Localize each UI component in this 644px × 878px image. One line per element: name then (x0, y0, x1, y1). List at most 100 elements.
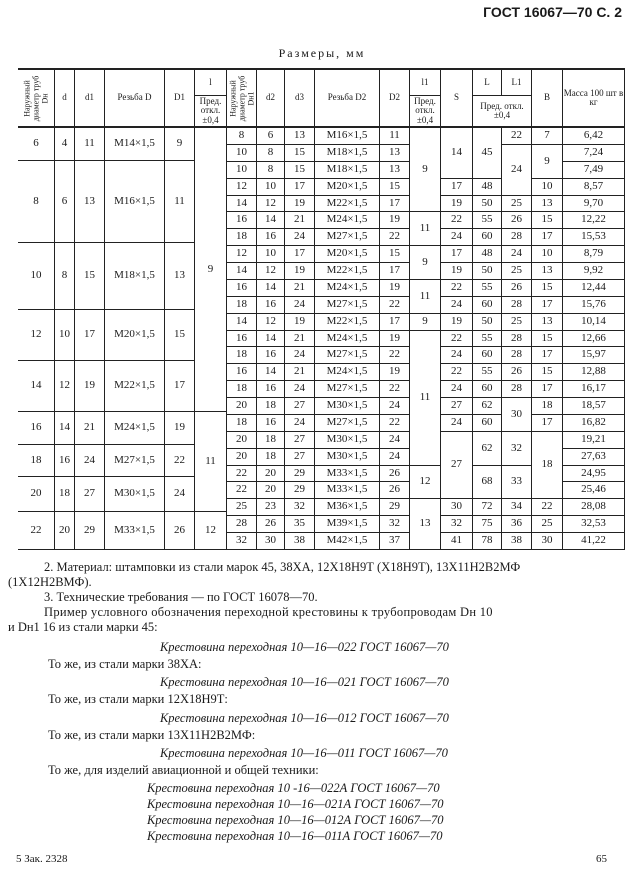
cell-L: 55 (473, 280, 502, 297)
cell-d3: 29 (285, 482, 315, 499)
header-thread_d: Резьба D (105, 70, 165, 127)
cell-d2: 6 (257, 128, 285, 145)
cell-d: 16 (55, 445, 75, 477)
cell-D2: 13 (380, 145, 410, 162)
cell-d3: 24 (285, 229, 315, 246)
cell-d2: 14 (257, 364, 285, 381)
cell-D2: 15 (380, 179, 410, 196)
cell-B: 13 (532, 314, 563, 331)
cell-d3: 19 (285, 196, 315, 212)
cell-mass: 24,95 (563, 466, 625, 482)
cell-dn1: 8 (227, 128, 257, 145)
cell-D1: 17 (165, 361, 195, 412)
note-same-13: То же, из стали марки 13Х11Н2В2МФ: (48, 728, 256, 742)
cell-B: 17 (532, 347, 563, 364)
cell-d3: 27 (285, 449, 315, 466)
cell-thread-d2: М20×1,5 (315, 179, 380, 196)
cell-B: 10 (532, 246, 563, 263)
cell-D2: 24 (380, 432, 410, 449)
cell-d2: 16 (257, 229, 285, 246)
cell-l: 9 (195, 128, 227, 412)
cell-mass: 9,70 (563, 196, 625, 212)
cell-L1: 38 (502, 533, 532, 550)
cell-L: 60 (473, 297, 502, 314)
cell-d2: 12 (257, 196, 285, 212)
cell-thread-d2: М33×1,5 (315, 466, 380, 482)
cell-dn: 18 (18, 445, 55, 477)
designation-45: Крестовина переходная 10—16—022 ГОСТ 160… (160, 640, 449, 654)
cell-S: 22 (441, 212, 473, 229)
cell-thread-d2: М42×1,5 (315, 533, 380, 550)
cell-D2: 24 (380, 398, 410, 415)
cell-d1: 21 (75, 412, 105, 445)
cell-S: 24 (441, 415, 473, 432)
cell-dn1: 25 (227, 499, 257, 516)
cell-d1: 11 (75, 128, 105, 161)
cell-thread-d2: М22×1,5 (315, 263, 380, 280)
cell-d3: 17 (285, 179, 315, 196)
cell-L1: 25 (502, 196, 532, 212)
cell-B: 30 (532, 533, 563, 550)
cell-d1: 24 (75, 445, 105, 477)
cell-d3: 38 (285, 533, 315, 550)
cell-d2: 14 (257, 280, 285, 297)
cell-S: 32 (441, 516, 473, 533)
cell-d: 20 (55, 512, 75, 550)
cell-thread-d2: М27×1,5 (315, 415, 380, 432)
cell-d2: 16 (257, 415, 285, 432)
cell-d3: 35 (285, 516, 315, 533)
cell-B: 18 (532, 432, 563, 499)
cell-d3: 17 (285, 246, 315, 263)
cell-d: 4 (55, 128, 75, 161)
header-d3: d3 (285, 70, 315, 127)
cell-B: 13 (532, 196, 563, 212)
cell-mass: 10,14 (563, 314, 625, 331)
cell-d: 8 (55, 243, 75, 310)
cell-dn: 12 (18, 310, 55, 361)
cell-thread-d: М33×1,5 (105, 512, 165, 550)
cell-thread-d2: М27×1,5 (315, 229, 380, 246)
cell-dn1: 20 (227, 449, 257, 466)
cell-thread-d2: М36×1,5 (315, 499, 380, 516)
cell-L: 60 (473, 347, 502, 364)
cell-D1: 22 (165, 445, 195, 477)
header-l1-tolerance: Пред. откл. ±0,4 (410, 96, 441, 127)
cell-L1: 33 (502, 466, 532, 499)
cell-d3: 21 (285, 280, 315, 297)
header-mass: Масса 100 шт в кг (563, 70, 625, 127)
cell-D2: 32 (380, 516, 410, 533)
cell-L1: 36 (502, 516, 532, 533)
designation-avia: Крестовина переходная 10—16—021А ГОСТ 16… (147, 797, 444, 811)
cell-S: 24 (441, 229, 473, 246)
cell-d2: 12 (257, 263, 285, 280)
cell-D2: 17 (380, 314, 410, 331)
cell-thread-d: М20×1,5 (105, 310, 165, 361)
header-d1: d1 (75, 70, 105, 127)
cell-dn1: 22 (227, 466, 257, 482)
cell-D1: 26 (165, 512, 195, 550)
cell-mass: 25,46 (563, 482, 625, 499)
cell-d2: 18 (257, 432, 285, 449)
cell-thread-d2: М33×1,5 (315, 482, 380, 499)
cell-D1: 9 (165, 128, 195, 161)
cell-d2: 10 (257, 179, 285, 196)
cell-mass: 9,92 (563, 263, 625, 280)
cell-d2: 20 (257, 466, 285, 482)
cell-L: 48 (473, 179, 502, 196)
cell-dn: 8 (18, 161, 55, 243)
cell-L: 50 (473, 314, 502, 331)
note-same-12: То же, из стали марки 12Х18Н9Т: (48, 692, 228, 706)
cell-B: 17 (532, 381, 563, 398)
cell-L1: 32 (502, 432, 532, 466)
cell-d3: 32 (285, 499, 315, 516)
cell-d3: 21 (285, 331, 315, 347)
cell-D2: 22 (380, 229, 410, 246)
cell-thread-d2: М24×1,5 (315, 364, 380, 381)
cell-d2: 23 (257, 499, 285, 516)
note-same-avia: То же, для изделий авиационной и общей т… (48, 763, 319, 777)
cell-L: 60 (473, 229, 502, 246)
cell-dn1: 20 (227, 432, 257, 449)
cell-L1: 24 (502, 246, 532, 263)
cell-d2: 18 (257, 398, 285, 415)
cell-d3: 24 (285, 347, 315, 364)
